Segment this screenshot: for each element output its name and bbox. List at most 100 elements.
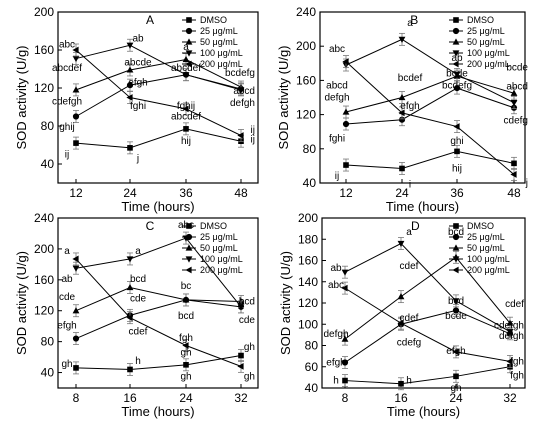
significance-label: j [525, 178, 528, 189]
significance-label: defgh [230, 98, 255, 109]
panel-A: 40 80 120 160 200 12 24 36 48 Time (hours) SOD act… [14, 5, 259, 214]
data-point [511, 160, 517, 167]
significance-label: ab [330, 263, 342, 274]
legend-marker [185, 266, 192, 274]
series-5 [341, 281, 513, 368]
significance-label: abc [59, 39, 75, 50]
data-point [126, 283, 134, 291]
significance-label: fghi [130, 101, 146, 112]
data-point [341, 335, 349, 342]
data-point [72, 307, 80, 314]
y-tick-label: 40 [305, 381, 319, 395]
series-line [75, 128, 242, 149]
x-tick-label: 8 [342, 391, 349, 405]
significance-label: abcde [124, 57, 152, 68]
legend-marker [185, 244, 193, 251]
data-point [72, 46, 79, 54]
data-point [126, 42, 134, 49]
significance-label: ij [251, 134, 255, 145]
significance-label: bcd [130, 274, 146, 285]
legend-label: DMSO [200, 15, 227, 25]
significance-label: cdef [129, 327, 148, 338]
series-2 [72, 68, 245, 123]
series-4 [72, 231, 245, 314]
significance-label: i [409, 180, 411, 191]
series-line [75, 299, 242, 340]
x-tick-label: 24 [449, 391, 463, 405]
legend-label: DMSO [467, 221, 494, 231]
significance-label: abc [329, 44, 345, 55]
data-point [341, 359, 349, 366]
data-point [454, 148, 460, 155]
data-point [453, 84, 461, 92]
legend-marker [185, 256, 193, 263]
series-line [75, 44, 242, 91]
data-point [72, 113, 80, 120]
significance-label: ij [65, 150, 69, 161]
data-point [342, 377, 348, 384]
panel-D: 40 60 80 100 120 140 160 180 200 8 16 24 32 Time (hou… [278, 211, 526, 419]
x-axis-label: Time (hours) [387, 404, 460, 419]
y-tick-label: 120 [298, 296, 318, 310]
series-1 [343, 144, 517, 175]
y-tick-label: 200 [34, 5, 54, 19]
x-tick-label: 16 [394, 391, 408, 405]
legend-label: 25 μg/mL [200, 232, 238, 242]
legend-label: DMSO [200, 221, 227, 231]
data-point [453, 373, 459, 380]
y-tick-label: 120 [34, 304, 54, 318]
significance-label: h [406, 376, 412, 387]
significance-label: bcd [448, 227, 464, 238]
significance-label: abcdef [52, 63, 82, 74]
legend-label: DMSO [467, 15, 494, 25]
data-point [398, 116, 406, 123]
data-point [182, 55, 190, 63]
series-line [75, 58, 242, 91]
data-point [452, 348, 459, 356]
data-point [398, 36, 406, 43]
data-point [73, 365, 79, 371]
data-point [182, 296, 190, 303]
data-point [398, 93, 406, 101]
legend-label: 25 μg/mL [467, 232, 505, 242]
significance-label: gh [244, 342, 255, 353]
data-point [452, 298, 460, 305]
data-point [510, 89, 518, 96]
y-axis-label: SOD activity (U/g) [278, 251, 293, 355]
significance-label: gh [180, 347, 191, 358]
legend-marker [452, 50, 460, 57]
legend-label: 100 μg/mL [200, 254, 243, 264]
significance-label: abcdef [171, 112, 201, 123]
data-point [343, 162, 349, 168]
significance-label: a [407, 18, 413, 29]
y-tick-label: 140 [298, 275, 318, 289]
data-point [510, 100, 518, 107]
x-tick-label: 24 [179, 391, 193, 405]
y-axis-label: SOD activity (U/g) [14, 45, 29, 149]
series-line [75, 237, 242, 308]
significance-label: hij [181, 136, 191, 147]
data-point [126, 66, 134, 73]
x-tick-label: 24 [123, 186, 137, 200]
series-1 [342, 360, 513, 391]
panel-B: 40 80 120 160 200 240 12 24 36 48 Time (hours) SOD … [276, 5, 528, 214]
significance-label: fgh [179, 333, 193, 344]
significance-label: ab [61, 274, 73, 285]
data-point [126, 94, 133, 101]
data-point [397, 240, 405, 248]
significance-label: cdefgh [494, 320, 524, 331]
x-axis-label: Time (hours) [386, 199, 459, 214]
significance-label: fgh [510, 370, 524, 381]
legend-marker [452, 27, 460, 35]
data-point [126, 256, 134, 263]
series-line [345, 87, 515, 125]
series-5 [342, 55, 517, 181]
series-line [75, 49, 242, 136]
legend-marker [453, 17, 459, 23]
significance-label: bcdefg [442, 81, 472, 92]
y-tick-label: 160 [296, 73, 316, 87]
series-3 [342, 69, 518, 119]
data-point [237, 304, 245, 311]
x-tick-label: 12 [69, 186, 83, 200]
